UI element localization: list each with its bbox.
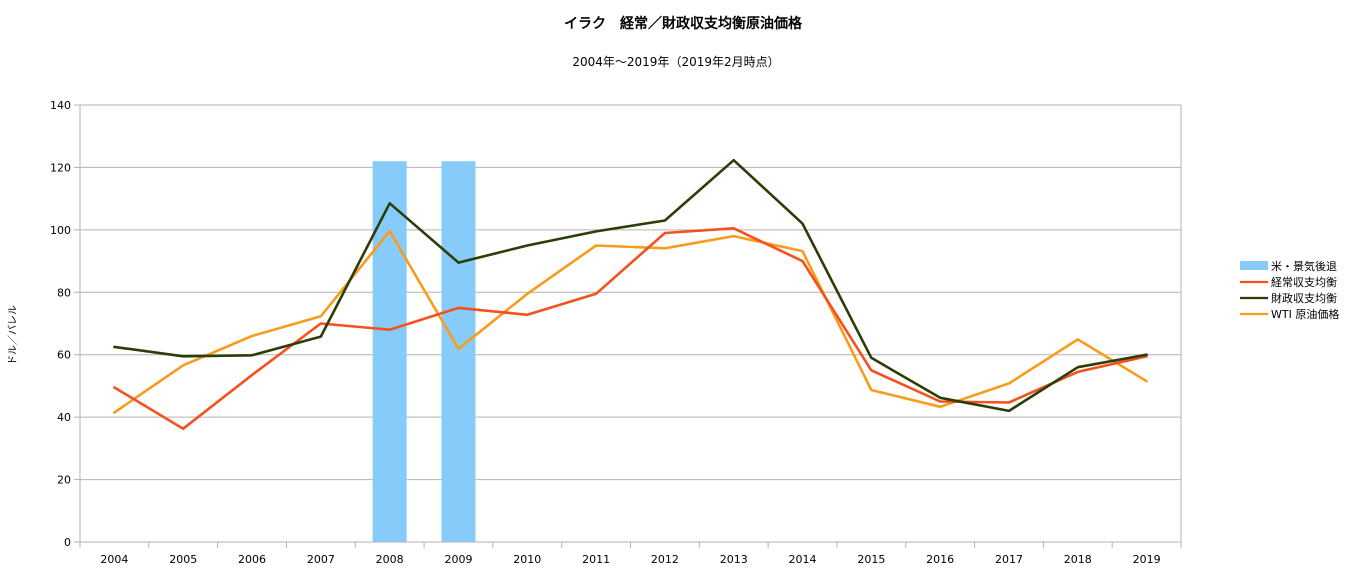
x-tick-labels: 2004 2005 2006 2007 2008 2009 2010 2011 2012 2013… [100,553,1160,566]
x-tick-label-2013: 2013 [720,553,748,566]
x-tick-label-2015: 2015 [857,553,885,566]
x-tick-label-2006: 2006 [238,553,266,566]
x-tick-label-2007: 2007 [307,553,335,566]
grid [80,104,1181,481]
x-tick-label-2016: 2016 [926,553,954,566]
legend-label-WTI 原油価格: WTI 原油価格 [1271,307,1339,321]
x-tick-label-2011: 2011 [582,553,610,566]
legend-label-recession: 米・景気後退 [1271,259,1337,273]
x-tick-label-2005: 2005 [169,553,197,566]
legend-label-経常収支均衡: 経常収支均衡 [1271,276,1337,289]
series-line-財政収支均衡 [113,158,1148,413]
x-tick-label-2017: 2017 [995,553,1023,566]
recession-bars [372,161,476,542]
x-tick-label-2004: 2004 [100,553,128,566]
x-tick-label-2008: 2008 [376,553,404,566]
y-tick-label-140: 140 [50,99,71,112]
x-tick-label-2009: 2009 [444,553,472,566]
chart-title: イラク 経常／財政収支均衡原油価格 [564,15,803,32]
y-tick-label-100: 100 [50,224,71,237]
x-tick-label-2018: 2018 [1064,553,1092,566]
recession-bar-2009 [441,161,476,542]
x-tick-label-2019: 2019 [1133,553,1161,566]
y-tick-label-120: 120 [50,161,71,174]
series-lines [113,158,1148,431]
x-tick-label-2014: 2014 [789,553,817,566]
y-tick-label-80: 80 [57,286,71,299]
legend-label-財政収支均衡: 財政収支均衡 [1271,291,1337,305]
chart-subtitle: 2004年～2019年（2019年2月時点） [572,55,779,69]
series-line-WTI 原油価格 [113,229,1148,414]
recession-bar-2008 [372,161,407,542]
legend-swatch-recession [1240,261,1268,270]
x-tick-label-2012: 2012 [651,553,679,566]
y-axis-label: ドル／バレル [7,305,19,365]
y-tick-label-0: 0 [64,536,71,549]
axes [74,104,1182,548]
y-tick-label-60: 60 [57,349,71,362]
y-tick-label-40: 40 [57,411,71,424]
x-tick-label-2010: 2010 [513,553,541,566]
y-tick-labels: 0 20 40 60 80 100 120 140 [50,99,71,549]
series-line-経常収支均衡 [113,227,1148,431]
y-tick-label-20: 20 [57,474,71,487]
